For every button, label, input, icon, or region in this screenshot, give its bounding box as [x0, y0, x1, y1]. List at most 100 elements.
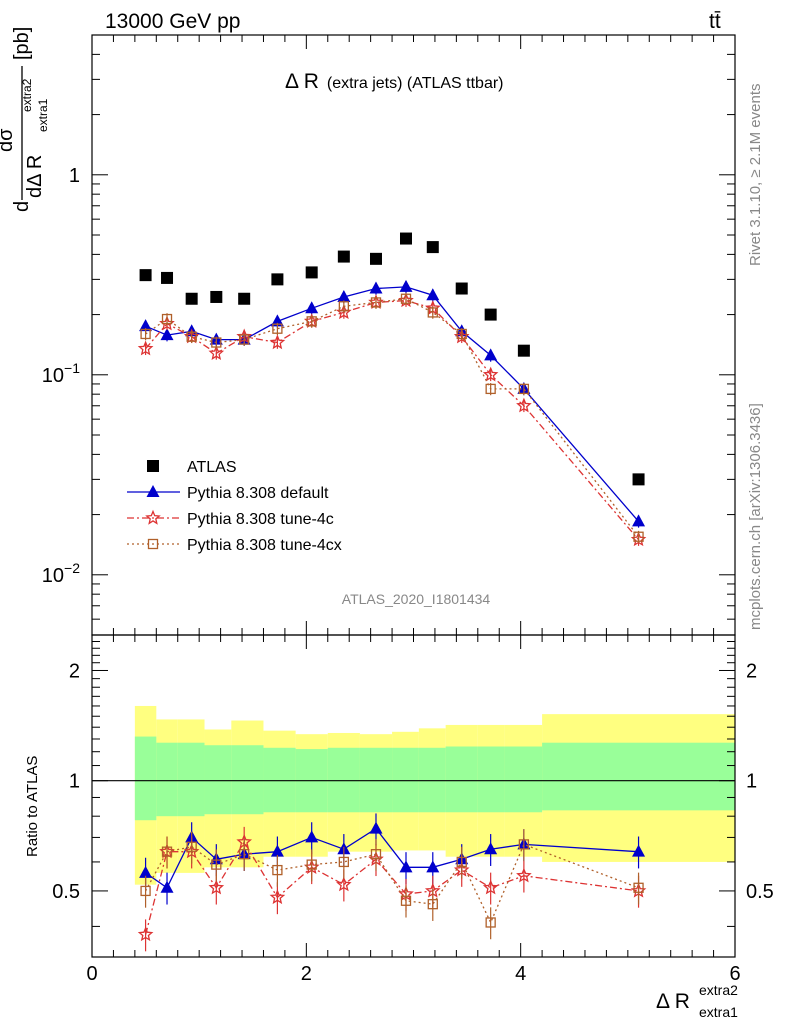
- ratio-point: [338, 856, 349, 868]
- ratio-y-tick-label: 2: [69, 660, 80, 682]
- ratio-line: [145, 843, 639, 925]
- ratio-point: [161, 846, 173, 857]
- data-point: [399, 232, 412, 245]
- ratio-y-tick-label: 1: [69, 771, 80, 793]
- ratio-band-inner: [134, 736, 157, 821]
- ratio-band-inner: [445, 746, 478, 813]
- main-panel: 110−110−2: [42, 34, 736, 636]
- ratio-point: [139, 865, 153, 878]
- ratio-y-tick-label-right: 2: [746, 660, 757, 682]
- legend-marker: [145, 509, 161, 525]
- ratio-point: [270, 844, 284, 857]
- ratio-point: [305, 830, 319, 843]
- analysis-id: ATLAS_2020_I1801434: [342, 591, 491, 607]
- xlabel-main: Δ R: [656, 990, 690, 1013]
- x-tick-label: 6: [729, 963, 740, 985]
- data-point: [208, 345, 225, 360]
- ratio-point: [140, 885, 151, 897]
- data-point: [369, 252, 382, 265]
- data-point: [239, 334, 250, 345]
- data-point: [306, 316, 317, 327]
- data-point: [270, 314, 284, 327]
- data-point: [632, 473, 645, 486]
- data-point: [455, 282, 468, 295]
- ratio-band-inner: [392, 747, 419, 813]
- xlabel-sup: extra2: [699, 982, 738, 998]
- legend: ATLAS Pythia 8.308 default Pythia 8.308 tu…: [127, 459, 342, 554]
- data-point: [139, 269, 152, 282]
- data-point: [305, 301, 319, 314]
- series-3: [140, 292, 644, 544]
- legend-marker: [146, 485, 160, 497]
- data-point: [140, 328, 151, 340]
- y-tick-label-base: 10: [42, 365, 64, 387]
- ratio-band-inner: [263, 747, 296, 813]
- data-point: [482, 366, 499, 382]
- ylabel-sigma-sup: ttd: [0, 113, 1, 126]
- ratio-y-tick-label-right: 1: [746, 771, 757, 793]
- legend-label: Pythia 8.308 tune-4c: [187, 511, 334, 528]
- data-point: [484, 308, 497, 321]
- ratio-point: [485, 917, 496, 928]
- ratio-line: [144, 840, 639, 935]
- ylabel-unit: [pb]: [11, 27, 33, 60]
- ratio-point: [272, 864, 283, 876]
- ylabel-r-sup: extra2: [20, 78, 34, 112]
- y-tick-label: 10−2: [42, 560, 80, 587]
- data-point: [399, 279, 413, 292]
- ratio-band-inner: [542, 742, 735, 811]
- x-tick-label: 0: [86, 963, 97, 985]
- data-point: [271, 273, 284, 286]
- data-point: [305, 266, 318, 279]
- data-point: [517, 344, 530, 357]
- y-tick-label-exp: −1: [64, 360, 80, 376]
- energy-label: 13000 GeV pp: [105, 10, 240, 33]
- data-point: [516, 397, 532, 413]
- legend-item: Pythia 8.308 default: [127, 485, 329, 502]
- data-point: [633, 531, 644, 542]
- ratio-band-inner: [231, 745, 264, 815]
- data-point: [269, 334, 286, 350]
- data-point: [161, 313, 173, 325]
- data-point: [456, 328, 467, 340]
- ratio-band-inner: [418, 747, 446, 813]
- ratio-series-2: [140, 829, 644, 940]
- x-axis-label: Δ R extra2 extra1: [656, 982, 738, 1020]
- ratio-point: [482, 879, 499, 895]
- ratio-point: [427, 899, 438, 910]
- data-point: [238, 292, 251, 305]
- y-tick-label-exp: −2: [64, 560, 80, 576]
- data-point: [370, 297, 382, 308]
- x-tick-labels: 0 2 4 6: [86, 963, 740, 985]
- plot-title-main: Δ R: [285, 70, 319, 93]
- legend-item: Pythia 8.308 tune-4cx: [127, 537, 342, 554]
- ratio-band-inner: [177, 742, 205, 817]
- data-point: [272, 323, 283, 334]
- ylabel-r-sub: extra1: [36, 98, 50, 132]
- data-point: [518, 383, 530, 395]
- data-point: [211, 337, 222, 348]
- y-tick-label-base: 10: [42, 565, 64, 587]
- data-point: [369, 281, 383, 294]
- ratio-band-inner: [359, 747, 393, 813]
- series-line: [145, 299, 639, 541]
- data-point: [484, 348, 498, 361]
- ratio-point: [516, 867, 532, 883]
- ratio-point: [518, 839, 530, 850]
- ratio-point: [208, 879, 225, 895]
- ratio-point: [456, 856, 467, 868]
- y-tick-label-base: 1: [69, 165, 80, 187]
- series-2: [137, 292, 647, 547]
- legend-item: Pythia 8.308 tune-4c: [127, 509, 334, 528]
- plot-title: Δ R (extra jets) (ATLAS ttbar): [285, 70, 504, 93]
- data-point: [186, 331, 197, 342]
- data-point: [427, 307, 438, 318]
- ratio-y-tick-label: 0.5: [52, 881, 80, 903]
- process-label: tt̄: [709, 10, 721, 33]
- mcplots-label: mcplots.cern.ch [arXiv:1306.3436]: [747, 403, 764, 630]
- data-point: [337, 250, 350, 263]
- ratio-point: [269, 889, 286, 905]
- x-tick-label: 2: [301, 963, 312, 985]
- ratio-point: [484, 842, 498, 855]
- legend-marker: [147, 538, 159, 550]
